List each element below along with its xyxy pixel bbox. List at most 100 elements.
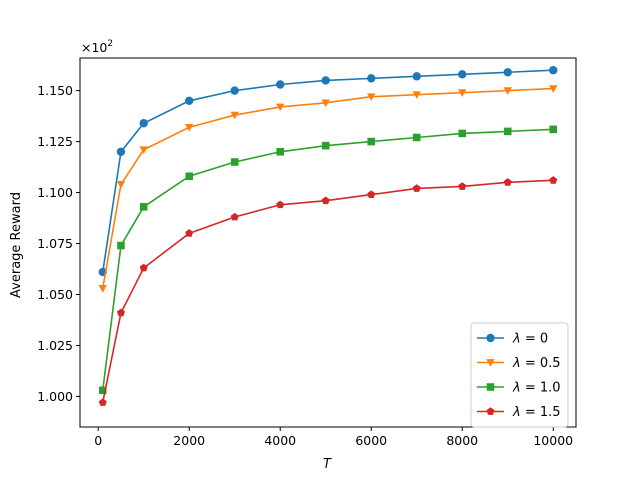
data-point	[367, 74, 376, 83]
y-tick-label: 1.000	[37, 389, 73, 404]
data-point	[98, 386, 107, 395]
data-point	[503, 68, 512, 77]
series-line	[101, 69, 554, 273]
y-tick-label: 1.050	[37, 287, 73, 302]
legend-lambda: λ	[512, 405, 521, 420]
legend-label: λ = 1.0	[512, 381, 561, 396]
data-point	[139, 146, 148, 154]
y-axis-offset-text: ×102	[81, 39, 113, 55]
y-tick-label: 1.075	[37, 236, 73, 251]
data-point	[412, 184, 421, 192]
data-point	[98, 398, 107, 406]
y-axis-label: Average Reward	[9, 192, 24, 298]
data-point	[185, 172, 193, 181]
data-point	[116, 308, 125, 317]
legend-marker	[486, 333, 495, 343]
data-point	[367, 137, 376, 146]
legend-value: = 0	[521, 332, 548, 347]
legend-value: = 1.0	[521, 381, 561, 396]
data-point	[549, 176, 558, 184]
data-point	[276, 147, 285, 156]
data-point	[549, 66, 558, 75]
y-tick-label: 1.125	[37, 134, 73, 149]
data-point	[116, 147, 126, 156]
series-line	[101, 179, 554, 403]
y-tick-label: 1.100	[37, 185, 73, 200]
legend-value: = 0.5	[521, 356, 561, 371]
data-point	[276, 80, 285, 89]
data-point	[230, 111, 239, 120]
data-point	[230, 158, 239, 166]
data-point	[276, 200, 285, 209]
x-tick-label: 4000	[264, 433, 296, 448]
legend-label: λ = 0.5	[512, 356, 561, 371]
x-axis-label: T	[323, 457, 332, 472]
series-layer	[98, 66, 558, 406]
data-point	[458, 89, 467, 97]
data-point	[139, 119, 148, 128]
plot-frame	[79, 57, 577, 428]
data-point	[185, 96, 194, 106]
data-point	[276, 103, 285, 112]
legend-box	[470, 322, 569, 428]
legend-marker	[486, 359, 495, 367]
x-tick-label: 2000	[173, 433, 205, 448]
series-1	[98, 85, 558, 293]
legend-item: λ = 1.0	[477, 381, 561, 396]
data-point	[139, 203, 148, 211]
data-point	[549, 85, 558, 93]
series-line	[101, 87, 554, 289]
data-point	[230, 86, 239, 95]
series-0	[98, 66, 558, 277]
legend-label: λ = 0	[512, 332, 548, 347]
x-tick-label: 0	[94, 433, 102, 448]
data-point	[139, 263, 148, 272]
data-point	[412, 91, 421, 99]
x-tick-label: 8000	[446, 433, 478, 448]
data-point	[367, 190, 376, 198]
data-point	[117, 241, 125, 250]
x-axis-ticks: 0 2000 4000 6000 8000 10000	[94, 427, 573, 448]
series-line	[101, 128, 554, 391]
offset-exponent: 2	[107, 39, 113, 49]
legend-item: λ = 0.5	[477, 356, 561, 371]
data-point	[321, 76, 330, 85]
data-point	[458, 70, 467, 79]
legend-value: = 1.5	[521, 405, 561, 420]
x-tick-label: 6000	[355, 433, 387, 448]
data-point	[367, 93, 376, 101]
data-point	[549, 125, 558, 134]
legend-label: λ = 1.5	[512, 405, 561, 420]
y-axis-ticks: 1.000 1.025 1.050 1.075 1.100 1.125 1.150	[37, 83, 80, 404]
legend-lambda: λ	[512, 356, 521, 371]
data-point	[230, 212, 239, 221]
legend-marker	[486, 407, 495, 415]
data-point	[98, 285, 107, 293]
legend-item: λ = 1.5	[477, 405, 561, 420]
series-3	[98, 176, 558, 406]
data-point	[321, 141, 330, 150]
y-tick-label: 1.150	[37, 83, 73, 98]
data-point	[458, 129, 467, 138]
data-point	[412, 72, 421, 81]
data-point	[503, 127, 512, 136]
offset-base: ×10	[81, 40, 107, 55]
data-point	[458, 182, 467, 190]
legend-lambda: λ	[512, 332, 521, 347]
data-point	[503, 178, 512, 186]
data-point	[321, 196, 330, 205]
legend-lambda: λ	[512, 381, 521, 396]
x-tick-label: 10000	[533, 433, 573, 448]
legend-marker	[486, 383, 495, 391]
y-tick-label: 1.025	[37, 338, 73, 353]
series-2	[98, 125, 558, 395]
data-point	[321, 99, 330, 108]
data-point	[503, 87, 512, 95]
data-point	[185, 229, 194, 237]
legend: λ = 0λ = 0.5λ = 1.0λ = 1.5	[470, 322, 569, 428]
data-point	[412, 133, 421, 142]
data-point	[185, 123, 194, 132]
legend-item: λ = 0	[477, 332, 548, 347]
data-point	[116, 181, 126, 189]
